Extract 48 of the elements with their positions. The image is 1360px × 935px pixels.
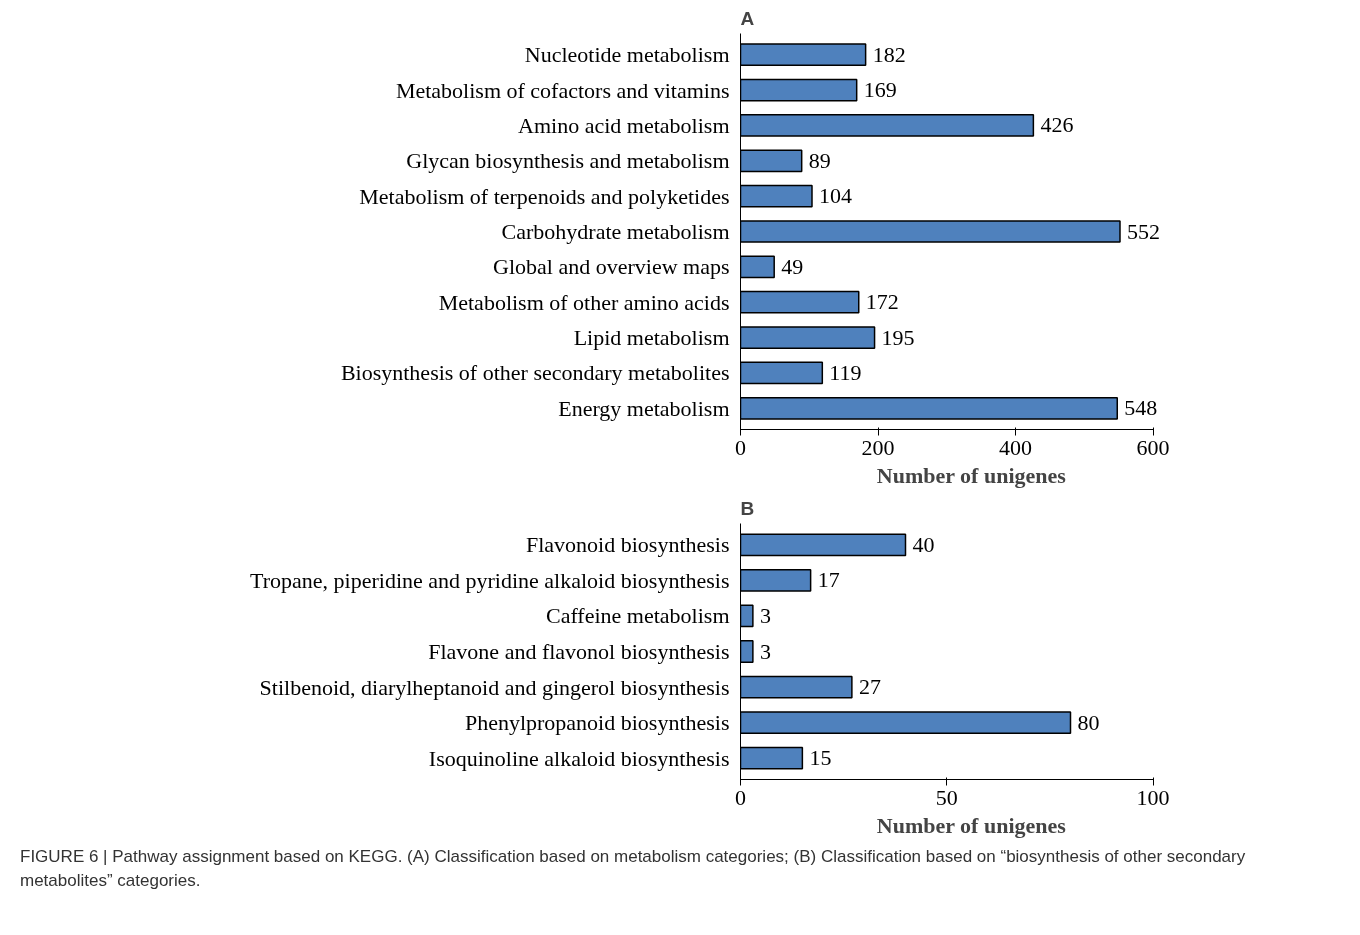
data-label: 15	[809, 745, 832, 771]
data-label: 17	[817, 567, 840, 593]
y-tick-label: Flavonoid biosynthesis	[525, 532, 730, 558]
data-label: 40	[912, 531, 935, 557]
chart-title: B	[740, 497, 755, 519]
x-tick-label: 100	[1136, 784, 1170, 810]
data-label: 3	[759, 638, 771, 664]
data-label: 195	[881, 324, 915, 350]
y-tick-label: Isoquinoline alkaloid biosynthesis	[428, 745, 730, 771]
data-label: 172	[865, 289, 899, 315]
chart-title: A	[740, 7, 755, 29]
x-axis-title: Number of unigenes	[876, 462, 1067, 488]
y-tick-label: Metabolism of cofactors and vitamins	[395, 77, 730, 103]
x-tick-label: 0	[735, 784, 746, 810]
data-label: 169	[863, 77, 897, 103]
y-tick-label: Metabolism of terpenoids and polyketides	[359, 183, 730, 209]
y-tick-label: Metabolism of other amino acids	[438, 289, 730, 315]
data-label: 119	[829, 359, 862, 385]
y-tick-label: Nucleotide metabolism	[524, 42, 730, 68]
y-tick-label: Phenylpropanoid biosynthesis	[464, 710, 730, 736]
y-tick-label: Global and overview maps	[493, 254, 730, 280]
x-tick-label: 200	[861, 434, 895, 460]
caption: FIGURE 6 | Pathway assignment based on KEGG. (A) Classification based on metabolism categories; (B) Classification based on “biosynthesis of other secondary metabolites” categories.	[20, 846, 1247, 893]
y-tick-label: Tropane, piperidine and pyridine alkaloid biosynthesis	[250, 567, 730, 593]
y-tick-label: Caffeine metabolism	[546, 603, 730, 629]
y-tick-label: Biosynthesis of other secondary metabolites	[340, 360, 730, 386]
y-tick-label: Carbohydrate metabolism	[501, 219, 730, 244]
x-tick-label: 400	[999, 434, 1032, 460]
x-tick-label: 50	[935, 784, 958, 810]
data-label: 27	[858, 674, 881, 700]
y-tick-label: Energy metabolism	[558, 395, 730, 421]
data-label: 548	[1124, 395, 1158, 421]
y-tick-label: Stilbenoid, diarylheptanoid and gingerol biosynthesis	[259, 674, 730, 700]
data-label: 80	[1077, 709, 1100, 735]
data-label: 49	[781, 253, 804, 279]
x-tick-label: 600	[1136, 434, 1170, 460]
y-tick-label: Amino acid metabolism	[518, 112, 730, 138]
data-label: 552	[1127, 218, 1160, 244]
data-label: 182	[872, 41, 906, 67]
x-tick-label: 0	[735, 434, 746, 460]
x-axis-title: Number of unigenes	[876, 812, 1067, 838]
data-label: 89	[808, 147, 831, 173]
data-label: 426	[1040, 112, 1074, 138]
y-tick-label: Glycan biosynthesis and metabolism	[406, 148, 730, 174]
data-label: 104	[819, 183, 852, 209]
data-label: 3	[759, 602, 771, 628]
y-tick-label: Lipid metabolism	[573, 325, 730, 351]
y-tick-label: Flavone and flavonol biosynthesis	[428, 639, 730, 664]
